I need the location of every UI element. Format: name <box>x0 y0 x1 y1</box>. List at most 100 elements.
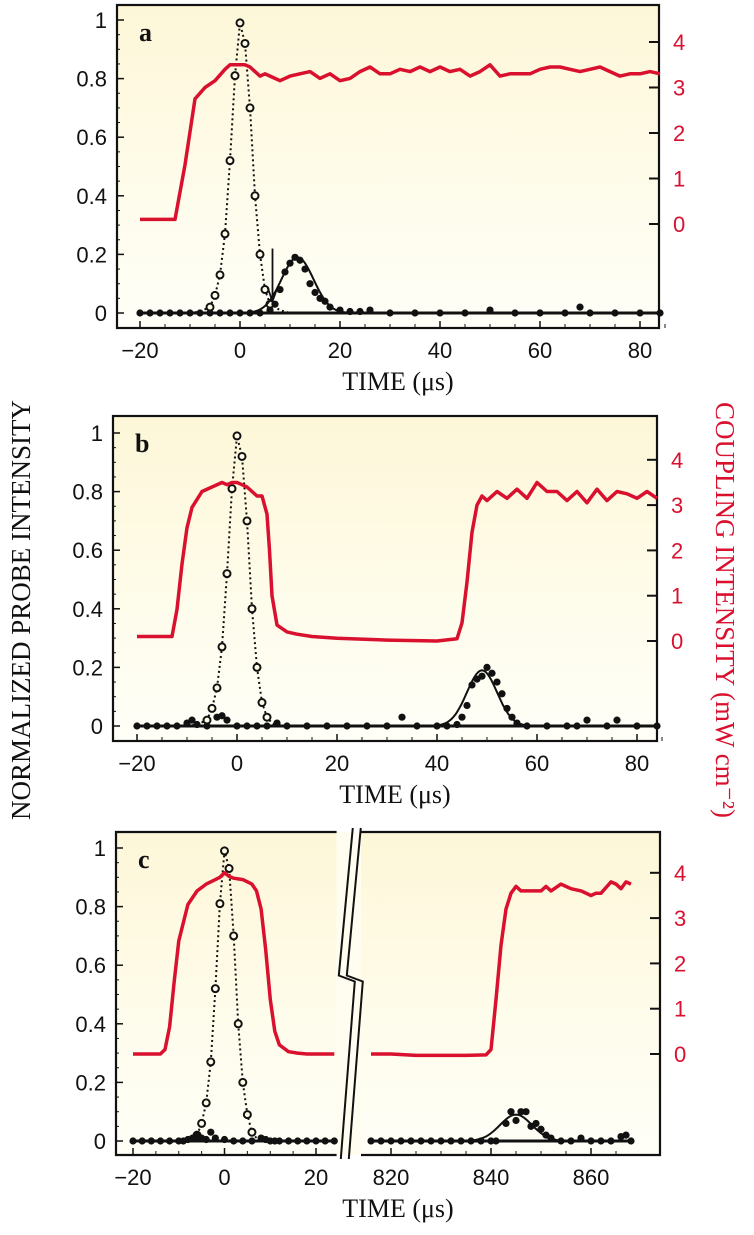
reference-probe-point <box>255 249 265 259</box>
reference-probe-point <box>247 1127 257 1137</box>
transmitted-probe-point <box>306 280 314 288</box>
axis-frame <box>114 830 337 1157</box>
panel-label: c <box>138 845 150 874</box>
x-tick-label: −20 <box>121 338 158 363</box>
y-tick-label-left: 1 <box>95 8 107 33</box>
x-tick-label: 820 <box>373 1165 410 1190</box>
reference-probe-point <box>230 71 240 81</box>
y-tick-label-right: 3 <box>673 76 685 101</box>
reference-probe-point <box>240 38 250 48</box>
transmitted-probe-point <box>583 716 591 724</box>
reference-probe-point <box>220 846 229 856</box>
y-tick-label-left: 0 <box>91 714 103 739</box>
x-tick-label: 0 <box>234 338 246 363</box>
y-axis-label-left: NORMALIZED PROBE INTENSITY <box>6 400 36 820</box>
reference-probe-point <box>242 516 252 526</box>
y-tick-label-left: 0.2 <box>72 655 103 680</box>
reference-probe-point <box>215 899 225 909</box>
reference-probe-point <box>210 984 220 994</box>
axis-break-mark <box>345 827 364 1160</box>
transmitted-probe-fit <box>225 256 370 314</box>
x-tick-label: 840 <box>473 1165 510 1190</box>
x-tick-label: 40 <box>425 751 449 776</box>
reference-probe-point <box>220 229 230 239</box>
reference-probe-point <box>235 18 245 28</box>
x-tick-label: 20 <box>325 751 349 776</box>
panel-b: 0 0.2 0.4 0.6 0.8 1 0 1 2 3 4 −20 0 20 40 60 80 TIME (μs)… <box>72 414 683 809</box>
transmitted-probe-point <box>207 1128 215 1136</box>
x-tick-label: 20 <box>304 1165 328 1190</box>
transmitted-probe-point <box>188 716 196 724</box>
transmitted-probe-point <box>223 716 231 724</box>
transmitted-probe-point <box>532 1119 540 1128</box>
y-tick-label-left: 0.6 <box>75 953 106 978</box>
transmitted-probe-point <box>512 1116 520 1125</box>
reference-probe-point <box>262 712 272 722</box>
y-tick-label-left: 0.6 <box>72 538 103 563</box>
coupling-intensity-line <box>137 480 658 643</box>
transmitted-probe-point <box>517 1108 525 1116</box>
plot-background-gap <box>336 832 361 1155</box>
reference-probe-point <box>225 156 235 166</box>
reference-probe-point <box>224 864 234 874</box>
reference-probe-point <box>250 191 260 201</box>
reference-probe-point <box>229 931 239 941</box>
reference-probe-point <box>232 431 242 441</box>
y-tick-label-right: 0 <box>671 629 683 654</box>
reference-probe-point <box>237 451 247 461</box>
reference-probe-point <box>222 569 232 579</box>
transmitted-probe-point <box>398 713 406 721</box>
coupling-intensity-line <box>371 880 632 1058</box>
y-tick-label-right: 3 <box>674 906 686 931</box>
panel-c: 0 0.2 0.4 0.6 0.8 1 0 1 2 3 4 −20 0 20 820 840 860 TIME (… <box>75 827 686 1223</box>
coupling-intensity-line <box>140 63 661 222</box>
panel-a: 0 0.2 0.4 0.6 0.8 1 0 1 2 3 4 −20 0 20 40 60 80 TIME (μs)… <box>76 3 685 396</box>
x-tick-label: 60 <box>528 338 552 363</box>
plot-background <box>116 832 337 1155</box>
panel-label: a <box>139 18 152 47</box>
x-tick-label: 20 <box>328 338 352 363</box>
reference-probe-point <box>247 604 257 614</box>
y-tick-label-left: 0.2 <box>76 242 107 267</box>
transmitted-probe-point <box>576 303 584 311</box>
y-axis-label-right: COUPLING INTENSITY (mW cm⁻²) <box>710 402 740 818</box>
y-tick-label-left: 0 <box>94 1129 106 1154</box>
reference-probe-point <box>207 703 217 713</box>
transmitted-probe-point <box>613 716 621 724</box>
reference-probe-point <box>217 642 227 652</box>
y-tick-label-right: 4 <box>673 30 685 55</box>
reference-probe-point <box>215 270 225 280</box>
reference-probe-line <box>133 850 326 1142</box>
transmitted-probe-point <box>483 663 491 672</box>
reference-probe-point <box>257 698 267 708</box>
reference-probe-point <box>242 1110 252 1120</box>
reference-probe-point <box>238 1077 248 1087</box>
x-tick-label: 0 <box>231 751 243 776</box>
y-tick-label-left: 0.8 <box>72 480 103 505</box>
x-tick-label: −20 <box>114 1165 151 1190</box>
y-tick-label-left: 1 <box>94 836 106 861</box>
plot-frame <box>111 414 659 743</box>
transmitted-probe-fit <box>444 1113 588 1142</box>
panel-label: b <box>135 429 149 458</box>
x-tick-label: 80 <box>625 751 649 776</box>
transmitted-probe-point <box>522 1108 530 1116</box>
transmitted-probe-point <box>493 678 501 686</box>
reference-probe-point <box>212 683 222 693</box>
y-tick-label-right: 4 <box>671 448 683 473</box>
y-tick-label-right: 2 <box>671 538 683 563</box>
transmitted-probe-point <box>271 300 279 308</box>
transmitted-probe-point <box>463 701 471 710</box>
y-tick-label-left: 0.4 <box>75 1012 106 1037</box>
reference-probe-point <box>233 1019 243 1029</box>
y-tick-label-right: 1 <box>673 167 685 192</box>
y-tick-label-right: 3 <box>671 493 683 518</box>
x-axis-label: TIME (μs) <box>342 367 453 396</box>
x-tick-label: 0 <box>218 1165 230 1190</box>
y-tick-label-right: 4 <box>674 861 686 886</box>
y-tick-label-left: 0.4 <box>76 184 107 209</box>
x-tick-label: 860 <box>573 1165 610 1190</box>
transmitted-probe-point <box>507 1108 515 1116</box>
